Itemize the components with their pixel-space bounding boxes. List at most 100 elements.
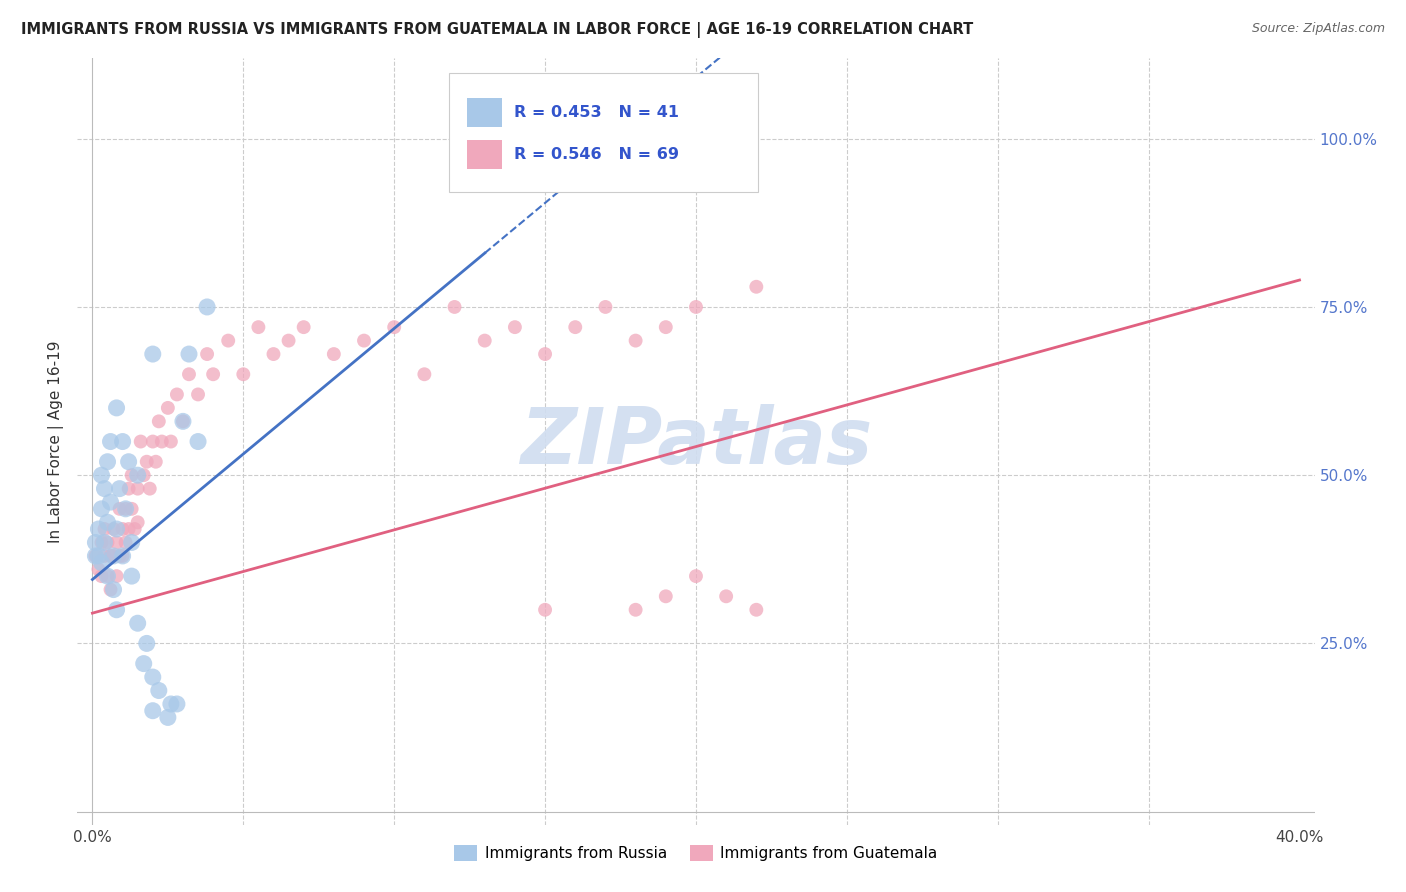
Point [187, 434, 209, 449]
Point [139, 482, 162, 496]
Point [160, 697, 183, 711]
FancyBboxPatch shape [467, 140, 502, 169]
Point [121, 468, 143, 483]
Point [142, 704, 165, 718]
Point [105, 522, 128, 536]
Point [217, 334, 239, 348]
Point [100, 549, 122, 563]
Point [90, 569, 112, 583]
Point [195, 347, 218, 361]
Text: R = 0.546   N = 69: R = 0.546 N = 69 [515, 147, 679, 162]
Point [232, 368, 254, 382]
Point [103, 549, 125, 563]
Point [745, 279, 768, 293]
Point [87, 549, 110, 563]
Point [103, 522, 125, 536]
Point [117, 482, 139, 496]
Point [132, 657, 155, 671]
Point [655, 590, 678, 604]
Point [534, 347, 557, 361]
Point [564, 320, 586, 334]
Point [127, 616, 149, 631]
Point [135, 455, 157, 469]
Point [93, 549, 115, 563]
Point [108, 482, 131, 496]
Point [103, 582, 125, 597]
Point [103, 549, 125, 563]
Point [156, 401, 179, 415]
Point [114, 501, 136, 516]
Point [172, 414, 194, 428]
Point [93, 482, 115, 496]
Point [142, 670, 165, 684]
Point [84, 535, 107, 549]
Point [127, 516, 149, 530]
Point [117, 455, 139, 469]
Point [96, 569, 118, 583]
Point [534, 603, 557, 617]
Point [117, 522, 139, 536]
Point [443, 300, 465, 314]
Point [96, 455, 118, 469]
Point [624, 334, 647, 348]
Point [277, 334, 299, 348]
Point [685, 300, 707, 314]
Point [148, 683, 170, 698]
Point [195, 300, 218, 314]
Text: Source: ZipAtlas.com: Source: ZipAtlas.com [1251, 22, 1385, 36]
Point [685, 569, 707, 583]
Point [132, 468, 155, 483]
Point [166, 387, 188, 401]
Text: R = 0.453   N = 41: R = 0.453 N = 41 [515, 105, 679, 120]
Point [202, 368, 225, 382]
Point [124, 522, 146, 536]
Point [142, 347, 165, 361]
Point [382, 320, 405, 334]
Point [595, 300, 617, 314]
Point [177, 368, 200, 382]
Point [87, 522, 110, 536]
Point [93, 535, 115, 549]
Point [142, 434, 165, 449]
FancyBboxPatch shape [467, 98, 502, 127]
Point [87, 562, 110, 576]
Point [96, 535, 118, 549]
Point [121, 535, 143, 549]
Point [624, 603, 647, 617]
Point [111, 434, 134, 449]
Point [105, 569, 128, 583]
Point [172, 414, 194, 428]
Point [90, 556, 112, 570]
Point [413, 368, 436, 382]
Point [100, 582, 122, 597]
Point [160, 434, 183, 449]
Point [114, 535, 136, 549]
FancyBboxPatch shape [449, 73, 758, 193]
Point [263, 347, 285, 361]
Y-axis label: In Labor Force | Age 16-19: In Labor Force | Age 16-19 [48, 340, 65, 543]
Point [90, 501, 112, 516]
Point [108, 549, 131, 563]
Point [90, 535, 112, 549]
Point [156, 710, 179, 724]
Point [745, 603, 768, 617]
Point [148, 414, 170, 428]
Point [121, 569, 143, 583]
Point [105, 603, 128, 617]
Point [127, 482, 149, 496]
Point [150, 434, 173, 449]
Point [111, 522, 134, 536]
Point [93, 522, 115, 536]
Point [121, 501, 143, 516]
Point [111, 549, 134, 563]
Point [655, 320, 678, 334]
Point [100, 495, 122, 509]
Point [135, 636, 157, 650]
Point [187, 387, 209, 401]
Point [111, 549, 134, 563]
Text: ZIPatlas: ZIPatlas [520, 403, 872, 480]
Point [145, 455, 167, 469]
Point [105, 401, 128, 415]
Point [114, 501, 136, 516]
Legend: Immigrants from Russia, Immigrants from Guatemala: Immigrants from Russia, Immigrants from … [449, 839, 943, 867]
